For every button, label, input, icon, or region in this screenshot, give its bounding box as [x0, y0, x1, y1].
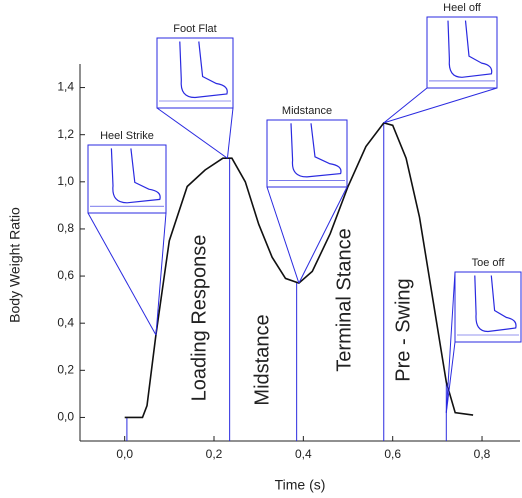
annotation-label: Heel off	[443, 2, 482, 14]
annotation-connector	[383, 87, 428, 124]
y-tick-label: 1,4	[57, 80, 74, 94]
annotation-label: Toe off	[472, 257, 506, 269]
annotation-box	[426, 16, 498, 89]
phase-label: Loading Response	[188, 235, 210, 402]
phase-label: Midstance	[251, 314, 273, 405]
annotation-connector	[445, 341, 456, 413]
annotation-connector	[226, 107, 234, 159]
y-tick-label: 1,0	[57, 174, 74, 188]
y-tick-label: 0,8	[57, 221, 74, 235]
annotation-connector	[445, 271, 456, 413]
x-tick-label: 0,8	[474, 447, 491, 461]
y-tick-label: 0,0	[57, 410, 74, 424]
x-tick-label: 0,2	[206, 447, 223, 461]
phase-label: Terminal Stance	[333, 228, 355, 371]
annotation-connector	[266, 186, 300, 284]
phase-label: Pre - Swing	[392, 278, 414, 381]
annotation-label: Midstance	[282, 105, 332, 117]
y-tick-label: 0,2	[57, 362, 74, 376]
annotation-connector	[383, 87, 498, 124]
annotation-label: Heel Strike	[100, 130, 154, 142]
x-tick-label: 0,0	[116, 447, 133, 461]
x-axis-label: Time (s)	[275, 477, 326, 493]
x-tick-label: 0,6	[384, 447, 401, 461]
foot-sketch	[110, 148, 161, 204]
annotation-label: Foot Flat	[173, 23, 216, 35]
curve	[124, 121, 474, 419]
x-tick-label: 0,4	[295, 447, 312, 461]
y-tick-label: 0,6	[57, 268, 74, 282]
y-tick-label: 0,4	[57, 315, 74, 329]
annotation-connector	[298, 186, 348, 284]
y-axis-label: Body Weight Ratio	[7, 207, 23, 323]
annotation-connector	[87, 212, 157, 336]
annotation-box	[454, 271, 522, 343]
y-tick-label: 1,2	[57, 127, 74, 141]
annotation-box	[87, 144, 167, 214]
foot-sketch	[290, 123, 342, 178]
foot-sketch	[474, 275, 517, 333]
annotation-connector	[155, 212, 167, 336]
annotation-box	[156, 37, 234, 109]
foot-sketch	[447, 20, 493, 78]
annotation-box	[266, 119, 348, 188]
foot-sketch	[179, 41, 228, 99]
annotation-connector	[156, 107, 228, 159]
